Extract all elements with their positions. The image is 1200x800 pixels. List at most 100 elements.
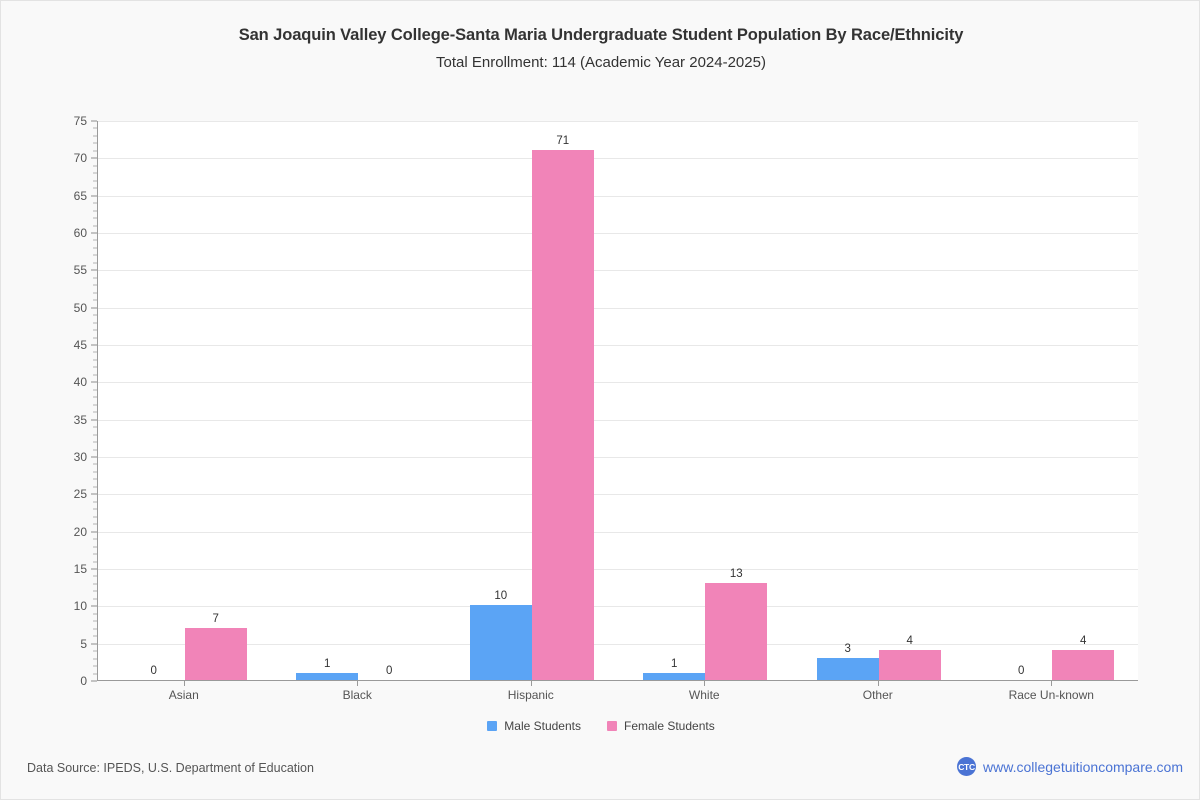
bar-white-male[interactable] bbox=[643, 672, 706, 680]
y-axis-tick-major bbox=[91, 493, 97, 495]
bar-asian-female[interactable] bbox=[184, 627, 247, 680]
bar-hispanic-male[interactable] bbox=[469, 605, 532, 680]
x-axis-label-race-un-known: Race Un-known bbox=[1008, 688, 1094, 702]
footer: Data Source: IPEDS, U.S. Department of E… bbox=[1, 751, 1200, 799]
y-axis-tick-minor bbox=[93, 478, 97, 480]
x-axis-label-white: White bbox=[688, 688, 720, 702]
y-axis-tick-major bbox=[91, 157, 97, 159]
y-axis-tick-minor bbox=[93, 351, 97, 353]
y-axis-tick-major bbox=[91, 456, 97, 458]
y-axis-tick-minor bbox=[93, 254, 97, 256]
y-axis-tick-minor bbox=[93, 434, 97, 436]
x-axis-tick bbox=[357, 681, 359, 686]
y-axis-tick-minor bbox=[93, 658, 97, 660]
y-axis-label: 55 bbox=[73, 263, 87, 278]
y-axis-tick-minor bbox=[93, 650, 97, 652]
page-subtitle: Total Enrollment: 114 (Academic Year 202… bbox=[436, 54, 766, 71]
y-axis-label: 40 bbox=[73, 375, 87, 390]
y-axis-label: 20 bbox=[73, 524, 87, 539]
legend-swatch-icon bbox=[607, 721, 617, 731]
gridline bbox=[98, 233, 1138, 234]
y-axis-label: 70 bbox=[73, 151, 87, 166]
gridline bbox=[98, 569, 1138, 570]
y-axis-tick-major bbox=[91, 680, 97, 682]
y-axis-label: 0 bbox=[80, 674, 87, 688]
y-axis-tick-minor bbox=[93, 553, 97, 555]
chart-legend: Male Students Female Students bbox=[1, 719, 1200, 733]
y-axis-label: 45 bbox=[73, 338, 87, 352]
y-axis-tick-minor bbox=[93, 590, 97, 592]
y-axis-tick-minor bbox=[93, 665, 97, 667]
bar-other-male[interactable] bbox=[816, 657, 879, 680]
brand-link[interactable]: CTC www.collegetuitioncompare.com bbox=[957, 757, 1183, 776]
y-axis-tick-minor bbox=[93, 561, 97, 563]
y-axis-tick-minor bbox=[93, 239, 97, 241]
y-axis-tick-minor bbox=[93, 322, 97, 324]
y-axis-label: 60 bbox=[73, 226, 87, 240]
y-axis-tick-minor bbox=[93, 127, 97, 129]
y-axis-tick-minor bbox=[93, 284, 97, 286]
y-axis-tick-minor bbox=[93, 262, 97, 264]
legend-item-male[interactable]: Male Students bbox=[487, 719, 581, 733]
brand-url-label: www.collegetuitioncompare.com bbox=[983, 758, 1183, 775]
ctc-logo-icon: CTC bbox=[957, 757, 977, 776]
gridline bbox=[98, 643, 1138, 645]
y-axis-tick-minor bbox=[93, 620, 97, 622]
y-axis-tick-minor bbox=[93, 441, 97, 443]
gridline bbox=[98, 457, 1138, 458]
y-axis-tick-minor bbox=[93, 635, 97, 637]
x-axis-tick bbox=[877, 681, 879, 686]
y-axis-tick-minor bbox=[93, 277, 97, 279]
y-axis-tick-minor bbox=[93, 411, 97, 413]
bar-value-label: 10 bbox=[494, 590, 508, 603]
y-axis-label: 50 bbox=[73, 300, 87, 315]
y-axis-tick-minor bbox=[93, 314, 97, 316]
y-axis-label: 5 bbox=[80, 636, 87, 651]
bar-hispanic-female[interactable] bbox=[531, 149, 594, 680]
y-axis-tick-minor bbox=[93, 202, 97, 204]
y-axis-tick-minor bbox=[93, 217, 97, 219]
x-axis-tick bbox=[530, 681, 532, 686]
legend-item-female[interactable]: Female Students bbox=[607, 719, 715, 733]
gridline bbox=[98, 419, 1138, 421]
gridline bbox=[98, 195, 1138, 197]
data-source-label: Data Source: IPEDS, U.S. Department of E… bbox=[27, 761, 314, 775]
y-axis-tick-minor bbox=[93, 673, 97, 675]
gridline bbox=[98, 158, 1138, 160]
bar-value-label: 71 bbox=[556, 134, 570, 147]
gridline bbox=[98, 494, 1138, 496]
page-title: San Joaquin Valley College-Santa Maria U… bbox=[238, 26, 964, 44]
bar-value-label: 1 bbox=[324, 657, 331, 670]
bar-value-label: 0 bbox=[150, 665, 157, 677]
title-block: San Joaquin Valley College-Santa Maria U… bbox=[1, 25, 1200, 73]
y-axis-tick-minor bbox=[93, 628, 97, 630]
y-axis-label: 15 bbox=[73, 562, 87, 576]
y-axis-tick-minor bbox=[93, 426, 97, 428]
y-axis-tick-minor bbox=[93, 404, 97, 406]
y-axis-tick-major bbox=[91, 531, 97, 533]
y-axis-tick-minor bbox=[93, 292, 97, 294]
y-axis-tick-minor bbox=[93, 165, 97, 167]
y-axis-tick-minor bbox=[93, 486, 97, 488]
bar-race-un-known-female[interactable] bbox=[1052, 650, 1115, 680]
bar-other-female[interactable] bbox=[878, 650, 941, 680]
y-axis-tick-minor bbox=[93, 389, 97, 391]
y-axis-tick-major bbox=[91, 269, 97, 271]
bar-black-male[interactable] bbox=[296, 672, 359, 680]
y-axis-tick-minor bbox=[93, 396, 97, 398]
y-axis-label: 10 bbox=[73, 599, 87, 614]
bar-value-label: 7 bbox=[212, 612, 219, 625]
y-axis-tick-minor bbox=[93, 575, 97, 577]
y-axis-tick-minor bbox=[93, 359, 97, 361]
y-axis-tick-minor bbox=[93, 463, 97, 465]
bar-value-label: 13 bbox=[729, 567, 743, 580]
y-axis-tick-major bbox=[91, 344, 97, 346]
gridline bbox=[98, 270, 1138, 272]
bar-value-label: 3 bbox=[844, 642, 851, 655]
plot-wrapper: 0 7 1 0 10 71 1 13 3 4 0 4 bbox=[97, 121, 1138, 681]
y-axis-tick-major bbox=[91, 307, 97, 309]
bar-white-female[interactable] bbox=[705, 582, 768, 680]
bar-value-label: 4 bbox=[906, 635, 913, 648]
y-axis-tick-minor bbox=[93, 225, 97, 227]
